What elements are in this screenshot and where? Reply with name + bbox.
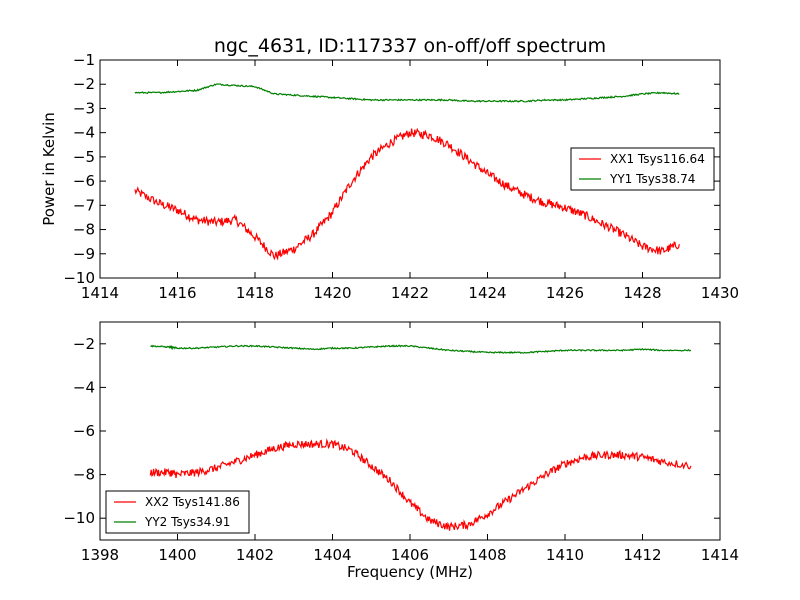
legend-entry: XX2 Tsys141.86 — [145, 495, 240, 509]
legend-entry: YY2 Tsys34.91 — [144, 515, 230, 529]
y-tick-label: −6 — [73, 422, 95, 440]
y-tick-label: −4 — [73, 378, 95, 396]
x-tick-label: 1414 — [81, 284, 119, 302]
y-tick-label: −1 — [73, 51, 95, 69]
legend-entry: XX1 Tsys116.64 — [610, 152, 705, 166]
y-tick-label: −4 — [73, 124, 95, 142]
x-tick-label: 1428 — [623, 284, 661, 302]
y-tick-label: −6 — [73, 172, 95, 190]
x-tick-label: 1402 — [236, 546, 274, 564]
x-tick-label: 1420 — [313, 284, 351, 302]
series-line-yy — [134, 83, 680, 103]
x-tick-label: 1406 — [391, 546, 429, 564]
top-panel: 1414 1416 1418 1420 1422 1424 1426 1428 1430 −1 −2… — [40, 51, 739, 302]
x-tick-label: 1430 — [701, 284, 739, 302]
x-axis-label: Frequency (MHz) — [347, 563, 473, 581]
x-tick-label: 1410 — [546, 546, 584, 564]
plot-area — [134, 83, 680, 261]
y-tick-label: −7 — [73, 196, 95, 214]
x-tick-label: 1398 — [81, 546, 119, 564]
y-tick-label: −2 — [73, 335, 95, 353]
x-tick-label: 1416 — [158, 284, 196, 302]
x-tick-label: 1412 — [623, 546, 661, 564]
x-tick-label: 1426 — [546, 284, 584, 302]
x-tick-label: 1404 — [313, 546, 351, 564]
x-tick-label: 1400 — [158, 546, 196, 564]
x-tick-label: 1424 — [468, 284, 506, 302]
chart-title: ngc_4631, ID:117337 on-off/off spectrum — [214, 35, 606, 57]
bottom-panel: 1398 1400 1402 1404 1406 1408 1410 1412 1414 −2 −4… — [63, 321, 739, 581]
y-tick-label: −3 — [73, 99, 95, 117]
y-tick-label: −10 — [63, 269, 95, 287]
x-tick-label: 1414 — [701, 546, 739, 564]
x-tick-label: 1418 — [236, 284, 274, 302]
y-tick-label: −8 — [73, 221, 95, 239]
legend-entry: YY1 Tsys38.74 — [609, 172, 695, 186]
plot-area — [149, 344, 692, 531]
x-tick-label: 1408 — [468, 546, 506, 564]
legend: XX1 Tsys116.64 YY1 Tsys38.74 — [570, 147, 715, 191]
y-axis-label: Power in Kelvin — [40, 112, 58, 226]
y-tick-label: −2 — [73, 75, 95, 93]
series-line-yy — [150, 344, 692, 354]
y-tick-label: −8 — [73, 466, 95, 484]
series-line-xx — [134, 127, 680, 261]
y-tick-label: −10 — [63, 509, 95, 527]
y-tick-label: −9 — [73, 245, 95, 263]
x-tick-label: 1422 — [391, 284, 429, 302]
y-tick-label: −5 — [73, 148, 95, 166]
series-line-xx — [149, 438, 692, 531]
legend: XX2 Tsys141.86 YY2 Tsys34.91 — [105, 490, 250, 534]
